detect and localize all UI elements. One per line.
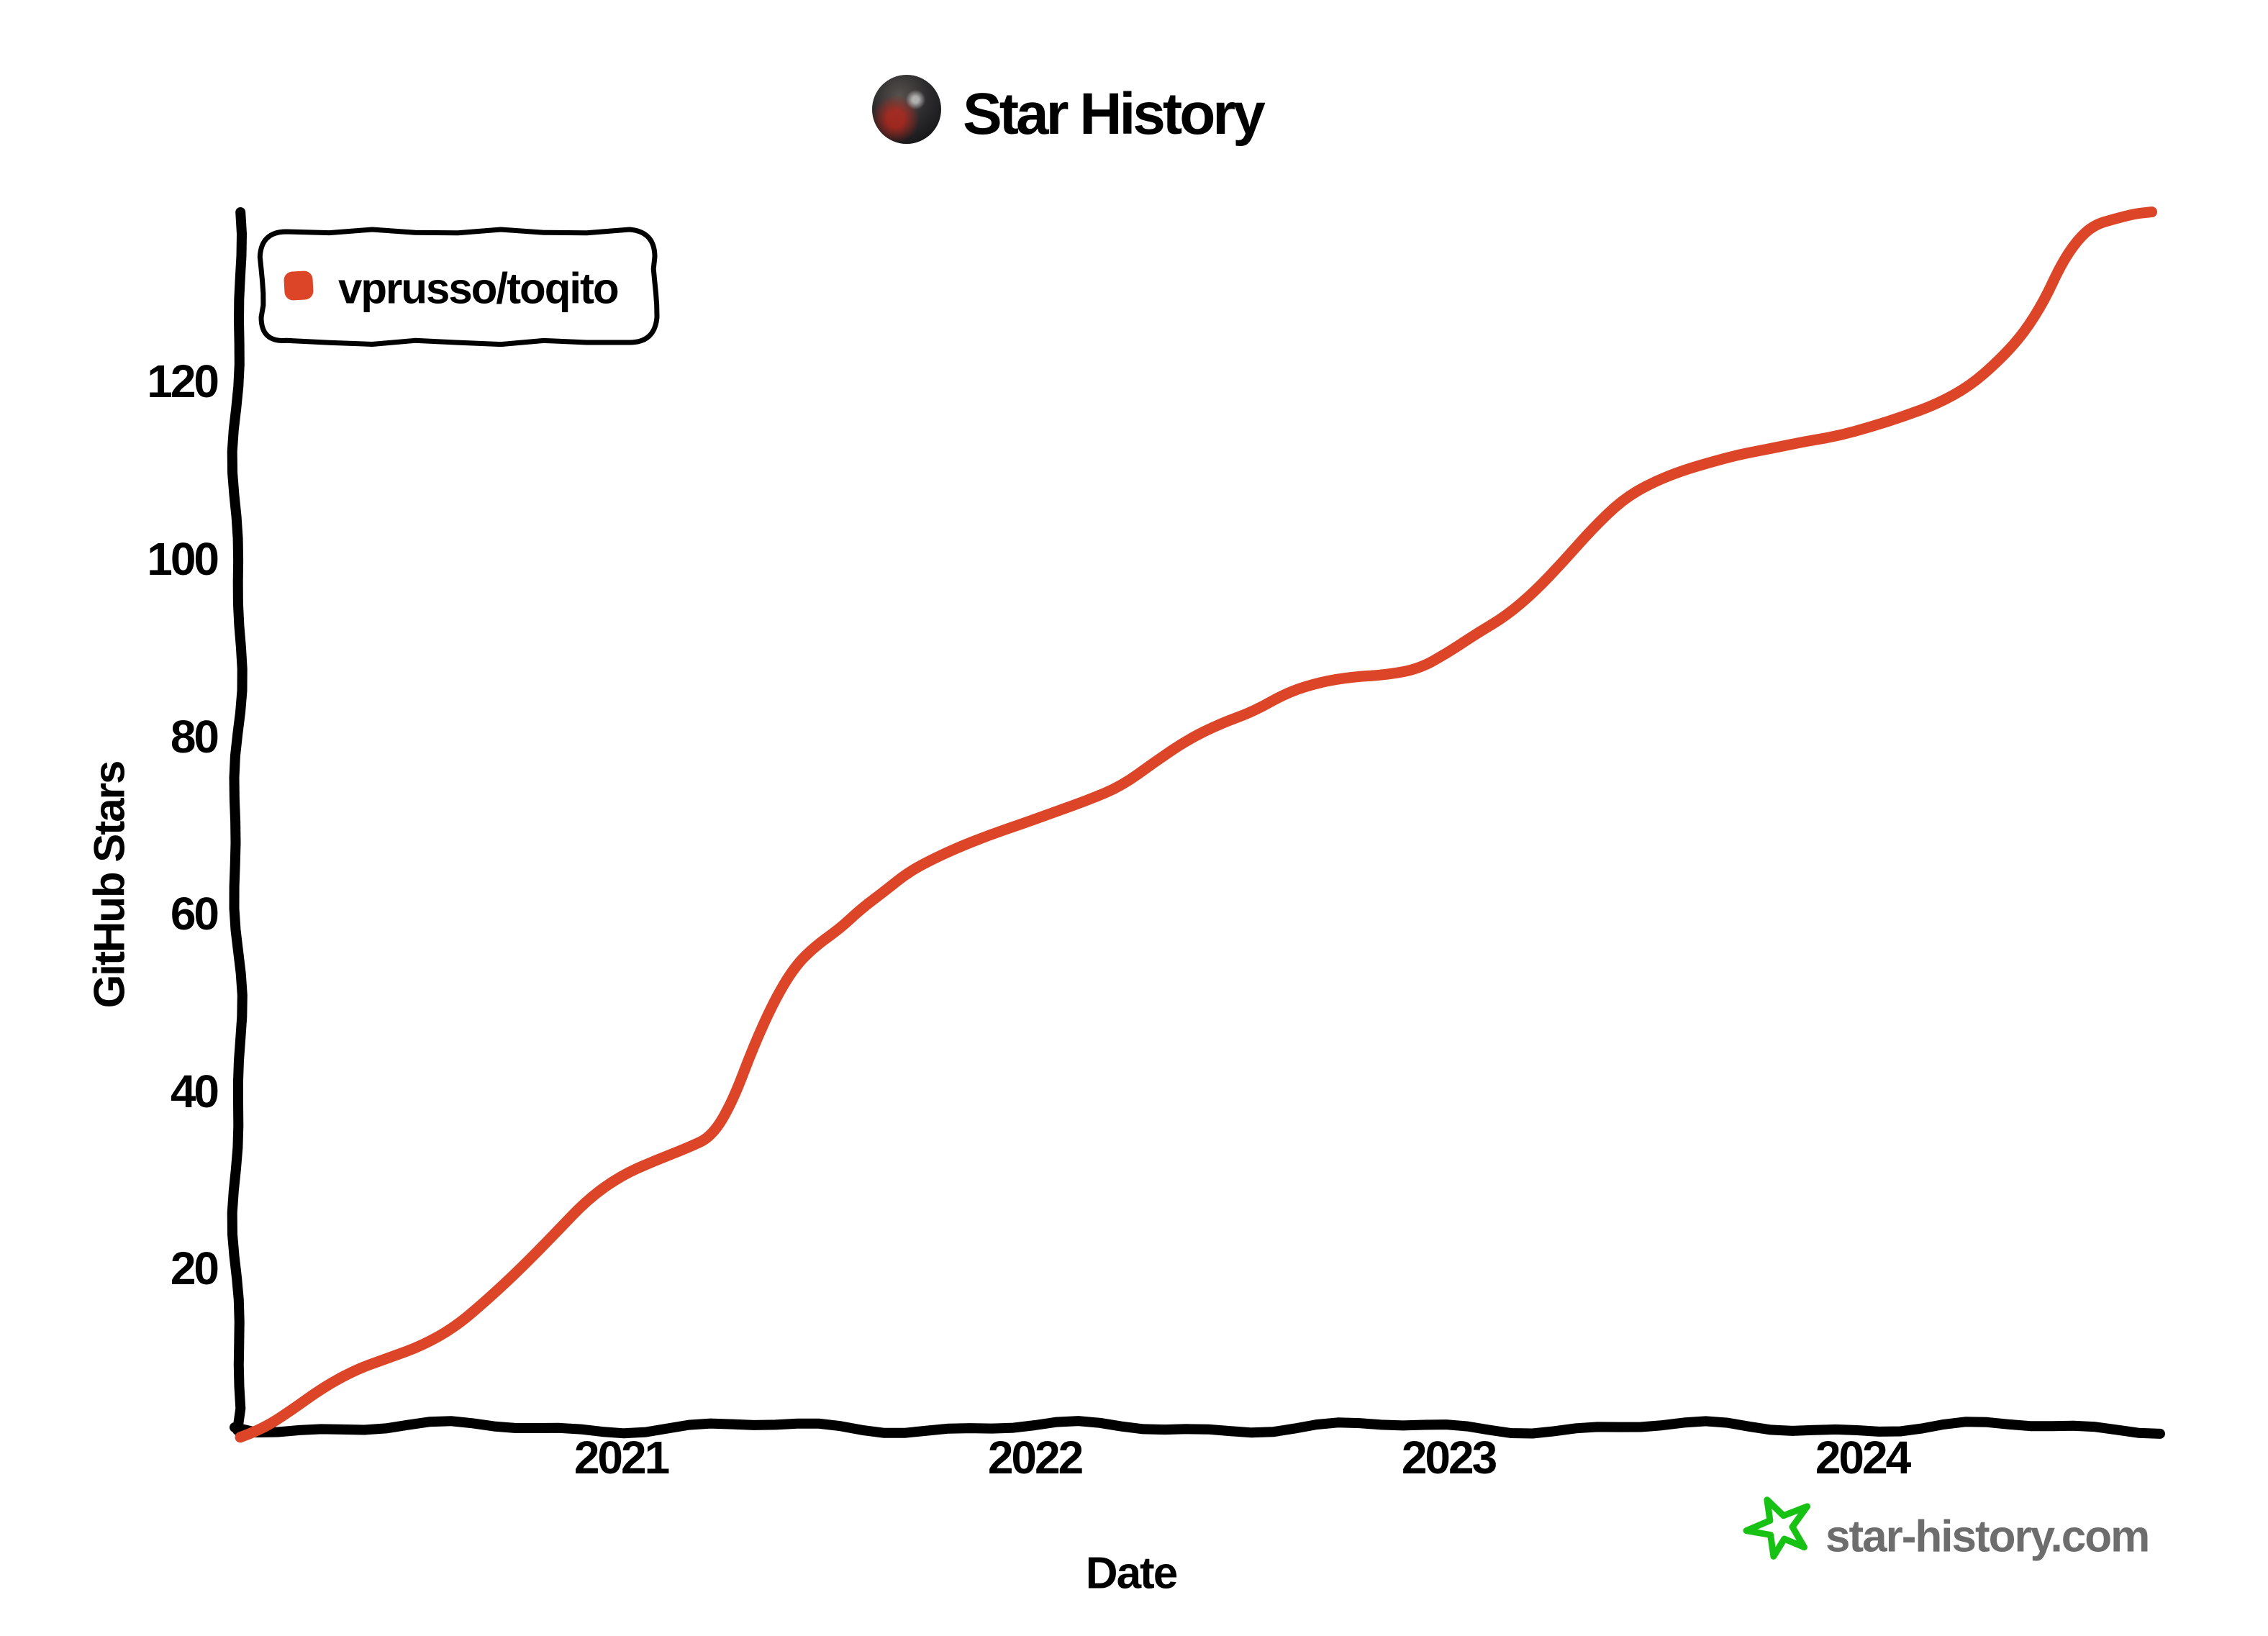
y-axis-line xyxy=(227,207,248,1435)
x-axis-label: Date xyxy=(1085,1548,1178,1599)
x-tick-label: 2021 xyxy=(573,1432,670,1483)
star-history-brand-text: star-history.com xyxy=(1825,1512,2150,1562)
y-tick-label: 100 xyxy=(147,533,219,585)
x-tick-label: 2022 xyxy=(987,1432,1084,1483)
y-tick-label: 20 xyxy=(170,1242,219,1294)
y-tick-label: 60 xyxy=(170,888,219,940)
x-tick-label: 2023 xyxy=(1401,1432,1497,1483)
legend-swatch xyxy=(284,271,314,301)
chart-title: Star History xyxy=(963,81,1266,147)
y-tick-label: 120 xyxy=(147,355,219,407)
y-tick-label: 80 xyxy=(170,711,219,763)
series-line-vprusso-toqito xyxy=(235,206,2157,1443)
star-history-star-icon xyxy=(1743,1496,1811,1560)
x-tick-label: 2024 xyxy=(1815,1432,1911,1483)
legend-box xyxy=(257,227,660,347)
y-tick-label: 40 xyxy=(170,1065,219,1117)
x-axis-line xyxy=(230,1416,2165,1439)
y-axis-label: GitHub Stars xyxy=(85,761,134,1009)
legend-item-label: vprusso/toqito xyxy=(338,264,620,313)
repo-owner-avatar xyxy=(872,75,941,144)
